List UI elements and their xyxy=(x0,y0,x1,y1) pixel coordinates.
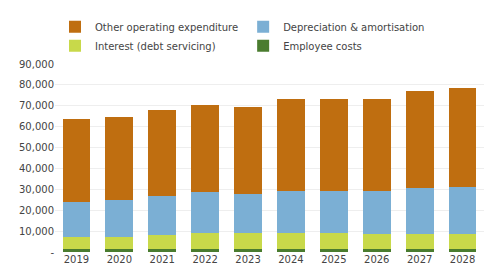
svg-text:70,000: 70,000 xyxy=(19,100,54,111)
svg-text:Other operating expenditure: Other operating expenditure xyxy=(95,22,238,33)
svg-text:20,000: 20,000 xyxy=(19,205,54,216)
svg-text:80,000: 80,000 xyxy=(19,79,54,90)
svg-text:Depreciation & amortisation: Depreciation & amortisation xyxy=(283,22,424,33)
svg-text:2024: 2024 xyxy=(278,254,303,265)
svg-text:30,000: 30,000 xyxy=(19,184,54,195)
svg-text:Interest (debt servicing): Interest (debt servicing) xyxy=(95,41,216,52)
svg-text:2028: 2028 xyxy=(450,254,475,265)
svg-text:2021: 2021 xyxy=(150,254,175,265)
svg-text:2022: 2022 xyxy=(192,254,217,265)
svg-text:2027: 2027 xyxy=(407,254,432,265)
svg-text:50,000: 50,000 xyxy=(19,142,54,153)
svg-text:2023: 2023 xyxy=(235,254,260,265)
svg-text:2025: 2025 xyxy=(321,254,346,265)
svg-text:2020: 2020 xyxy=(107,254,132,265)
svg-text:-: - xyxy=(50,247,54,258)
svg-text:60,000: 60,000 xyxy=(19,121,54,132)
svg-text:2019: 2019 xyxy=(64,254,89,265)
svg-text:40,000: 40,000 xyxy=(19,163,54,174)
svg-text:90,000: 90,000 xyxy=(19,59,54,70)
svg-text:10,000: 10,000 xyxy=(19,226,54,237)
svg-text:2026: 2026 xyxy=(364,254,389,265)
svg-text:Employee costs: Employee costs xyxy=(283,41,362,52)
